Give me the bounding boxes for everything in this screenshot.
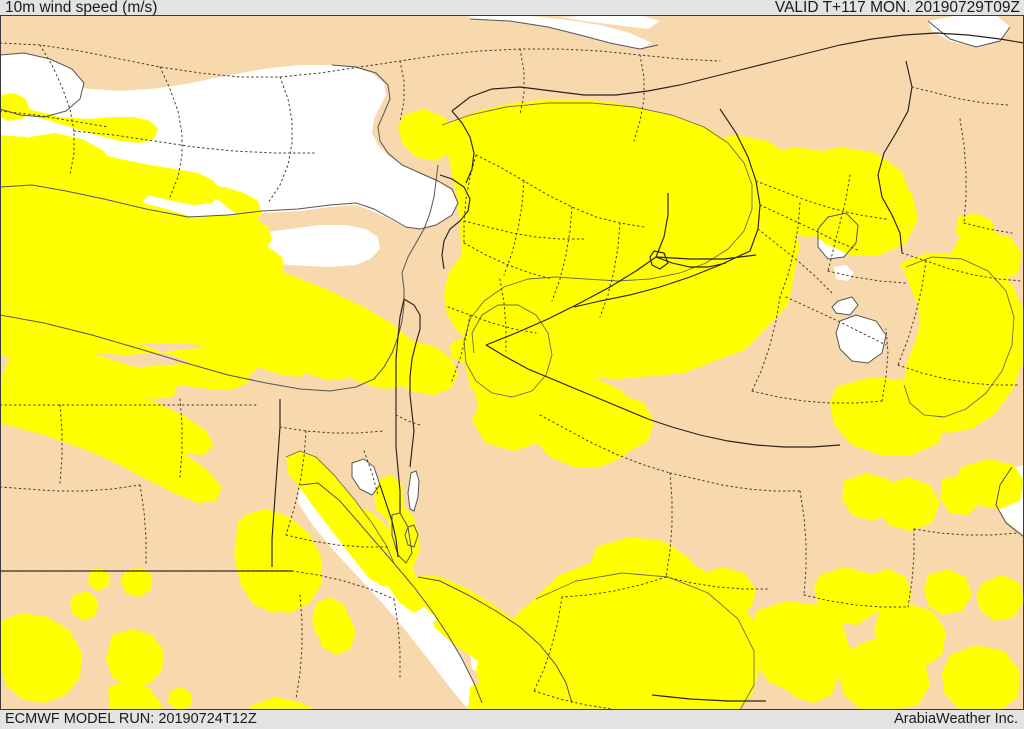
administrative-borders (0, 42, 1023, 710)
wind-contour-outline (285, 102, 1015, 710)
wind-speed-contour-layer (0, 93, 1024, 710)
coastline-layer (0, 18, 1024, 704)
map-graphic (0, 15, 1024, 710)
iraq-lake-razzaza (836, 315, 886, 363)
model-run-label: ECMWF MODEL RUN: 20190724T12Z (5, 711, 257, 727)
footer-bar: ECMWF MODEL RUN: 20190724T12Z ArabiaWeat… (0, 710, 1024, 729)
valid-time-label: VALID T+117 MON. 20190729T09Z (774, 0, 1020, 16)
provider-label: ArabiaWeather Inc. (894, 711, 1018, 727)
map-canvas[interactable] (0, 15, 1024, 710)
dead-sea (408, 471, 419, 511)
header-bar: 10m wind speed (m/s) VALID T+117 MON. 20… (0, 0, 1024, 15)
page-title: 10m wind speed (m/s) (5, 0, 158, 16)
